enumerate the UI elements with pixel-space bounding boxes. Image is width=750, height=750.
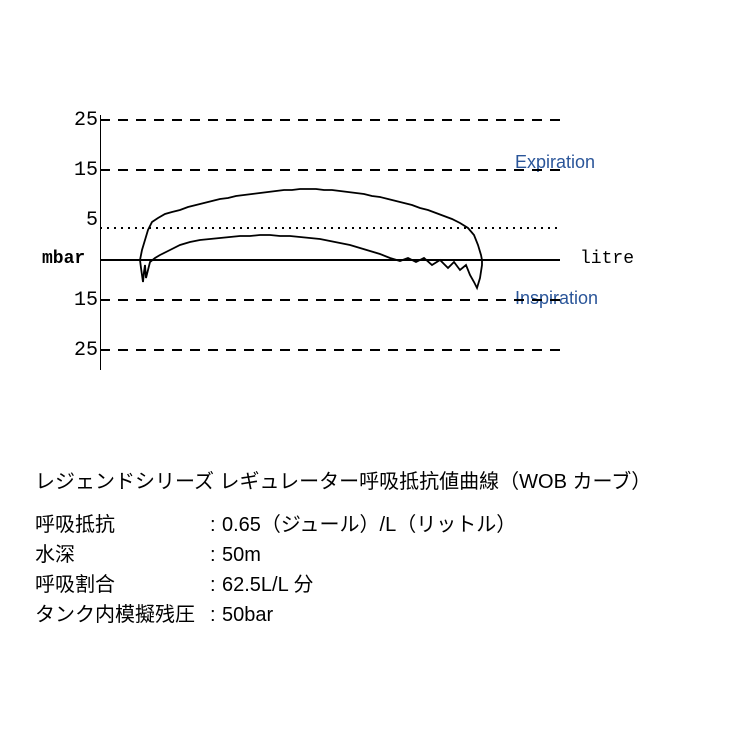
- spec-row: 水深 : 50m: [35, 540, 516, 570]
- x-axis-unit: litre: [580, 249, 634, 269]
- spec-row: タンク内模擬残圧 : 50bar: [35, 600, 516, 630]
- y-tick: 25: [58, 339, 98, 362]
- y-tick: 25: [58, 109, 98, 132]
- spec-value: 50m: [222, 540, 261, 570]
- spec-table: 呼吸抵抗 : 0.65（ジュール）/L（リットル） 水深 : 50m 呼吸割合 …: [35, 510, 516, 630]
- y-tick: 5: [58, 209, 98, 232]
- spec-label: 水深: [35, 540, 210, 570]
- spec-value: 0.65（ジュール）/L（リットル）: [222, 510, 516, 540]
- chart-caption: レジェンドシリーズ レギュレーター呼吸抵抗値曲線（WOB カーブ）: [35, 465, 651, 494]
- spec-label: タンク内模擬残圧: [35, 600, 210, 630]
- chart-plot: [100, 110, 570, 380]
- y-tick: 15: [58, 159, 98, 182]
- y-tick: 15: [58, 289, 98, 312]
- spec-value: 50bar: [222, 600, 273, 630]
- spec-row: 呼吸割合 : 62.5L/L 分: [35, 570, 516, 600]
- y-axis-unit: mbar: [42, 249, 85, 269]
- wob-chart: 25 15 5 15 25 mbar litre Expiration Insp…: [100, 110, 640, 380]
- spec-row: 呼吸抵抗 : 0.65（ジュール）/L（リットル）: [35, 510, 516, 540]
- spec-label: 呼吸抵抗: [35, 510, 210, 540]
- spec-label: 呼吸割合: [35, 570, 210, 600]
- spec-value: 62.5L/L 分: [222, 570, 314, 600]
